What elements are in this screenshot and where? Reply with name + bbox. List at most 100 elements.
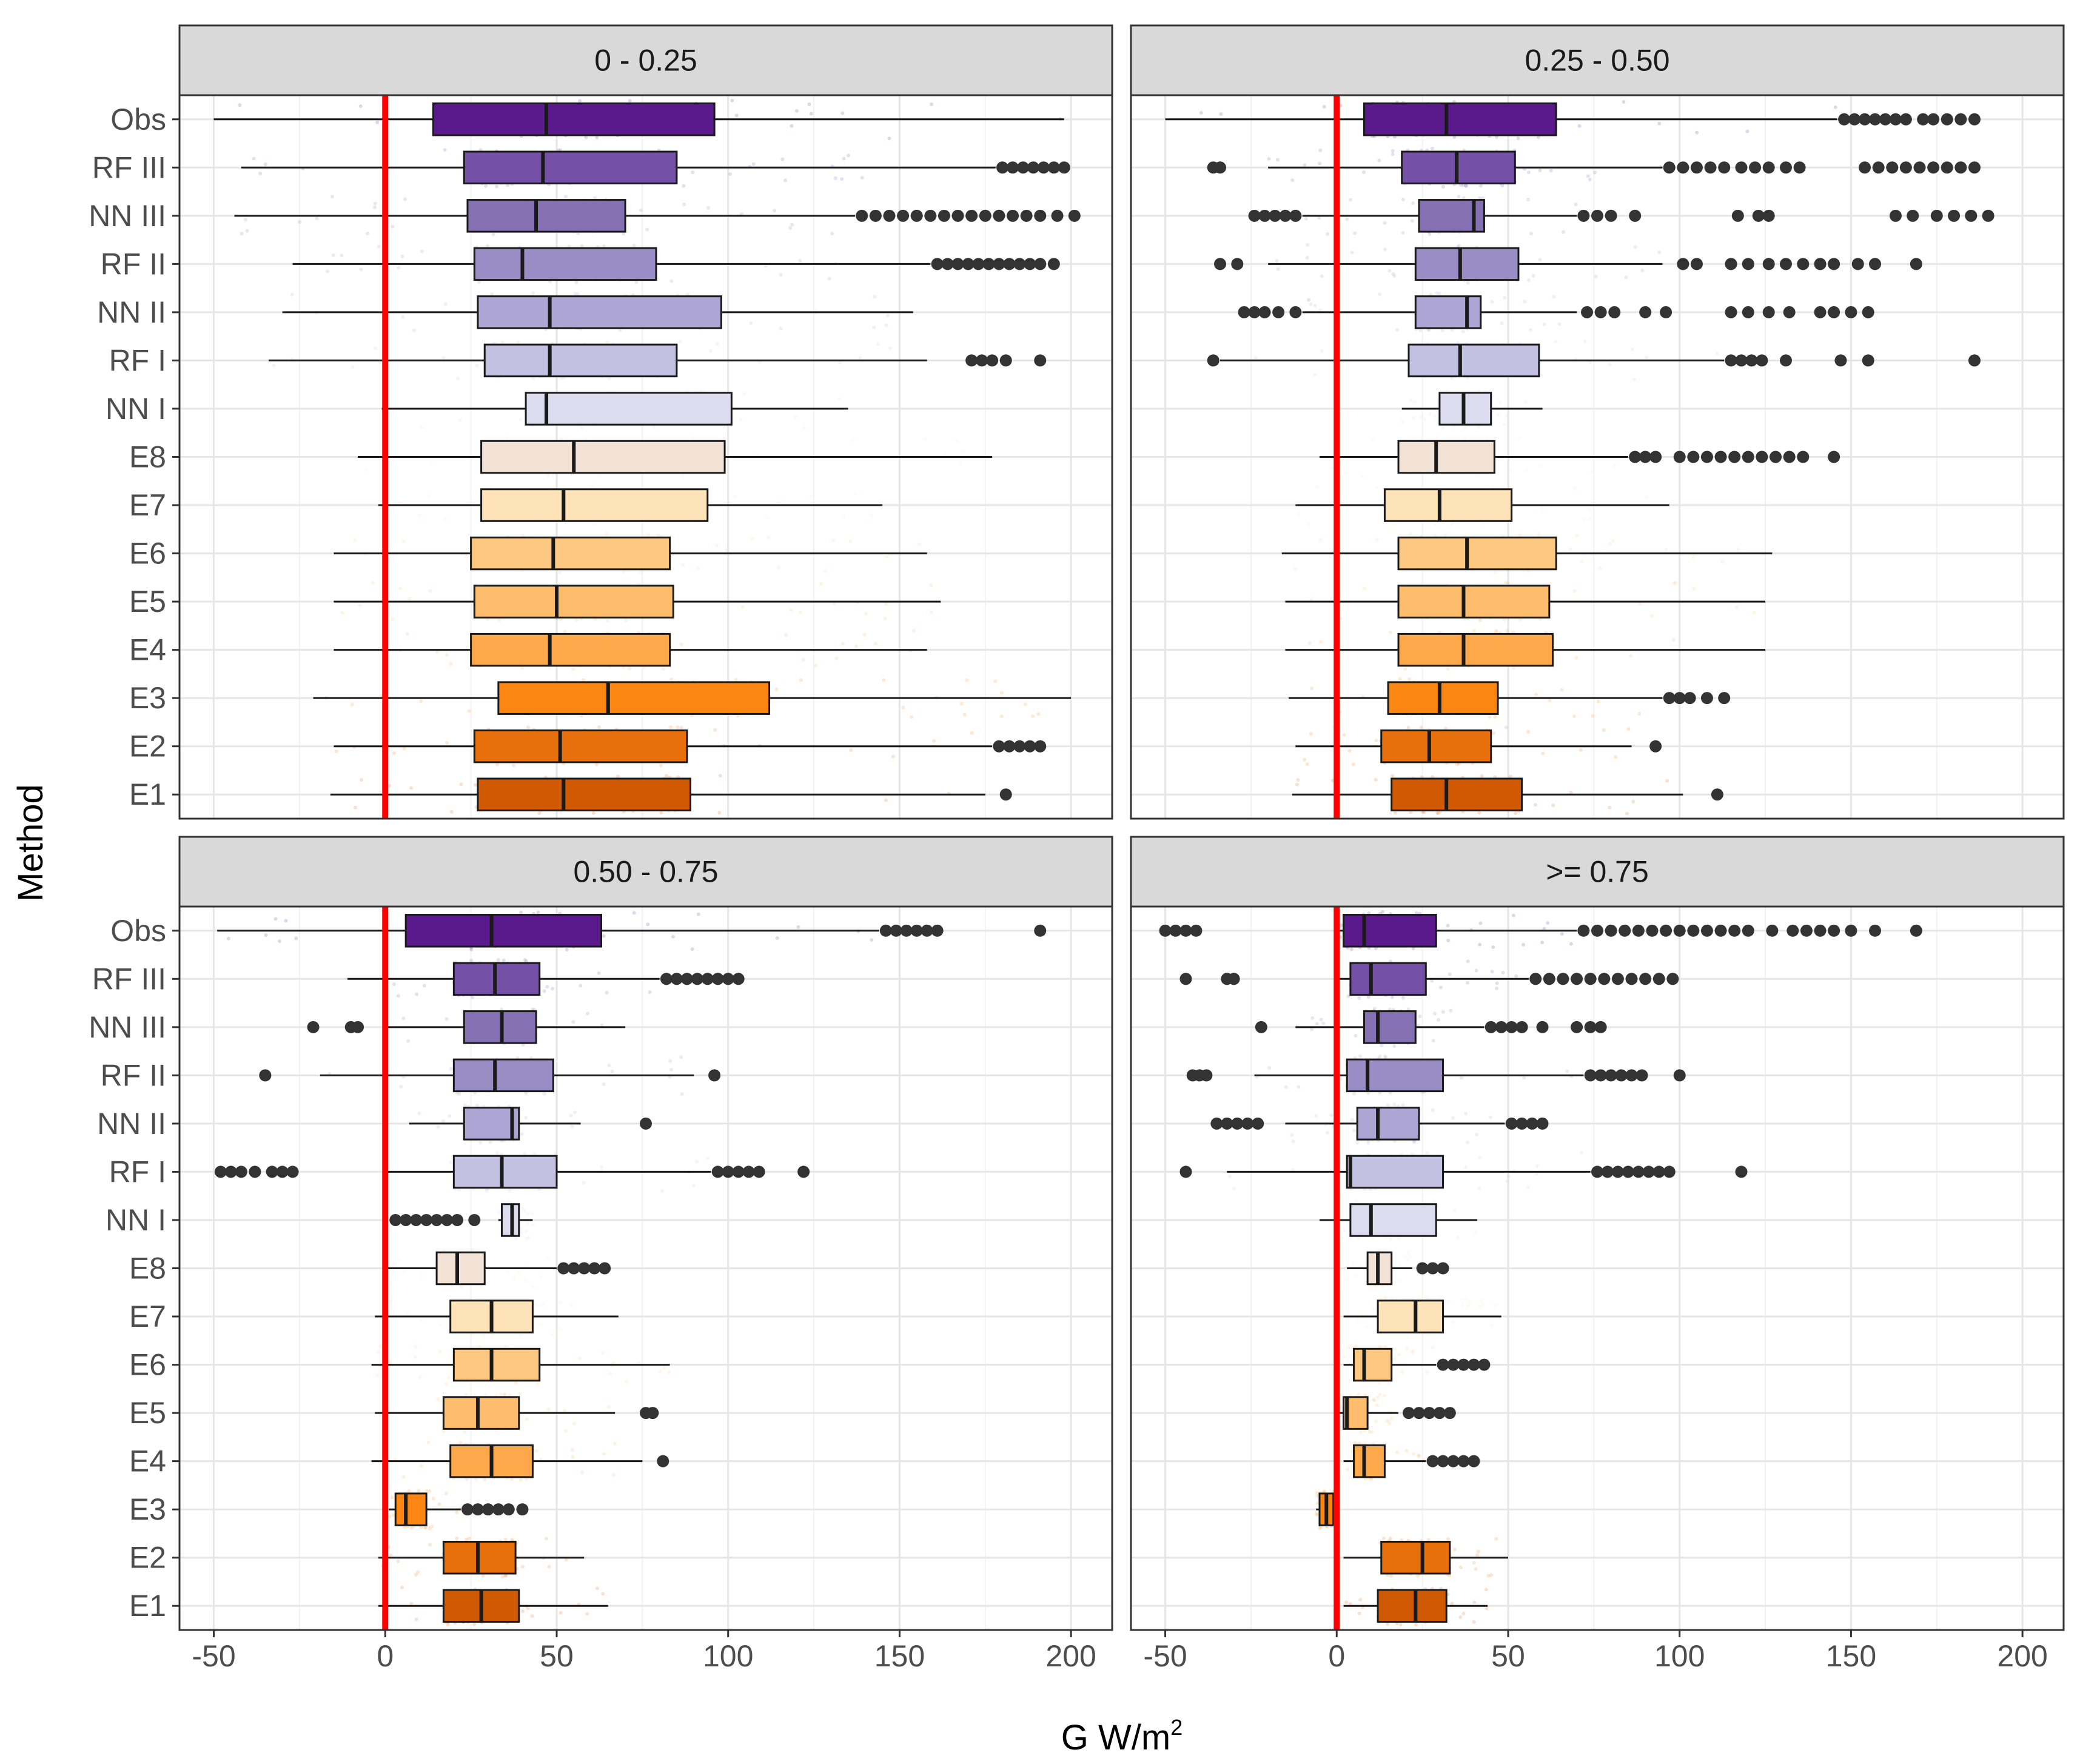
- jitter-point: [569, 1303, 574, 1307]
- jitter-point: [481, 1333, 486, 1338]
- jitter-point: [1290, 178, 1295, 183]
- jitter-point: [1344, 471, 1349, 475]
- y-tick-label-e7: E7: [129, 488, 166, 522]
- jitter-point: [1354, 1034, 1358, 1038]
- jitter-point: [401, 1475, 406, 1479]
- jitter-point: [1457, 195, 1461, 199]
- jitter-point: [1504, 725, 1508, 729]
- jitter-point: [359, 267, 363, 272]
- outlier-point: [1742, 306, 1754, 318]
- jitter-point: [1589, 516, 1593, 520]
- jitter-point: [1452, 1208, 1457, 1212]
- jitter-point: [1401, 231, 1405, 235]
- jitter-point: [918, 542, 922, 546]
- outlier-point: [1611, 1165, 1624, 1178]
- jitter-point: [1554, 340, 1558, 344]
- outlier-point: [1594, 1069, 1607, 1082]
- box-iqr: [483, 343, 678, 378]
- jitter-point: [842, 515, 846, 520]
- jitter-point: [517, 1270, 522, 1274]
- jitter-point: [1375, 1403, 1379, 1407]
- jitter-point: [1433, 414, 1437, 418]
- jitter-point: [1348, 198, 1352, 202]
- jitter-point: [788, 226, 793, 230]
- jitter-point: [436, 1397, 440, 1401]
- jitter-point: [1452, 135, 1457, 139]
- box-e8-panel-2: [1319, 440, 1840, 474]
- jitter-point: [1374, 1419, 1378, 1423]
- jitter-point: [570, 1448, 574, 1452]
- box-iqr: [435, 1251, 486, 1286]
- jitter-point: [1384, 1418, 1389, 1423]
- jitter-point: [1398, 677, 1402, 681]
- jitter-point: [467, 1536, 471, 1540]
- jitter-point: [1438, 1296, 1442, 1300]
- outlier-point: [1248, 209, 1261, 222]
- jitter-point: [559, 437, 563, 441]
- jitter-point: [1612, 463, 1617, 468]
- box-iqr: [1397, 585, 1551, 619]
- jitter-point: [414, 1572, 418, 1577]
- jitter-point: [1514, 974, 1518, 978]
- outlier-point: [1584, 1069, 1597, 1082]
- jitter-point: [1357, 1392, 1361, 1397]
- outlier-point: [1965, 209, 1978, 222]
- jitter-point: [1488, 1115, 1492, 1119]
- outlier-point: [1272, 306, 1285, 318]
- jitter-point: [350, 702, 354, 706]
- jitter-point: [402, 746, 406, 751]
- jitter-point: [573, 292, 577, 296]
- jitter-point: [1614, 755, 1618, 759]
- outlier-point: [1814, 306, 1827, 318]
- jitter-point: [455, 1536, 459, 1540]
- jitter-point: [1528, 328, 1532, 332]
- jitter-point: [1318, 1526, 1322, 1531]
- jitter-point: [876, 342, 881, 346]
- outlier-point: [1241, 1117, 1254, 1130]
- panel-4-strip: [1130, 836, 2065, 908]
- box-rf-iii-panel-4: [1179, 962, 1679, 996]
- outlier-point: [921, 924, 933, 937]
- outlier-point: [1735, 1165, 1748, 1178]
- outlier-point: [1941, 161, 1953, 174]
- jitter-point: [618, 328, 622, 332]
- jitter-point: [441, 1429, 446, 1434]
- outlier-point: [1003, 258, 1016, 270]
- jitter-point: [524, 1236, 528, 1241]
- jitter-point: [645, 227, 649, 232]
- outlier-point: [1210, 1117, 1223, 1130]
- outlier-point: [1457, 1455, 1470, 1467]
- outlier-point: [962, 258, 975, 270]
- jitter-point: [842, 156, 846, 161]
- jitter-point: [398, 586, 402, 591]
- box-iqr: [477, 777, 692, 811]
- outlier-point: [924, 209, 937, 222]
- jitter-point: [1411, 947, 1415, 951]
- jitter-point: [1315, 1512, 1320, 1517]
- jitter-point: [1314, 1512, 1318, 1516]
- outlier-point: [1862, 354, 1874, 367]
- jitter-point: [1486, 1574, 1491, 1578]
- jitter-point: [465, 555, 469, 559]
- jitter-point: [526, 1606, 530, 1611]
- outlier-point: [410, 1213, 423, 1226]
- jitter-point: [789, 608, 793, 612]
- jitter-point: [1397, 1236, 1401, 1240]
- jitter-point: [833, 176, 837, 180]
- box-e5-panel-2: [1285, 585, 1766, 619]
- jitter-point: [638, 570, 642, 574]
- box-obs-panel-3: [217, 914, 1047, 948]
- outlier-point: [965, 354, 978, 367]
- jitter-point: [490, 292, 494, 296]
- jitter-point: [545, 1537, 549, 1541]
- jitter-point: [1461, 196, 1466, 200]
- jitter-point: [565, 948, 569, 952]
- jitter-point: [531, 291, 535, 295]
- outlier-point: [999, 354, 1012, 367]
- jitter-point: [450, 1284, 454, 1289]
- jitter-point: [1352, 1092, 1357, 1096]
- jitter-point: [1476, 1549, 1480, 1554]
- jitter-point: [375, 120, 380, 124]
- jitter-point: [1526, 278, 1531, 283]
- jitter-point: [519, 910, 523, 914]
